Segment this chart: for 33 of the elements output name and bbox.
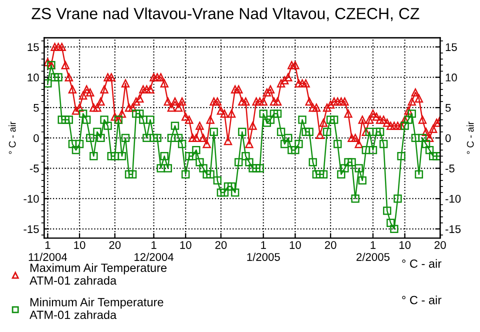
y-tick-label: -15 [24,225,39,234]
x-tick-label: 20 [215,241,227,249]
x-tick-label: 20 [109,241,121,249]
y-tick-label: 10 [28,74,39,82]
y2-tick-label: -15 [446,225,461,234]
y2-tick-label: 5 [445,104,451,112]
y-tick-label: 0 [34,134,39,142]
y-tick-label: 5 [34,104,39,112]
x-tick-label: 1 2/2005 [356,241,390,261]
y-tick-label: -5 [30,164,39,172]
x-tick-label: 1 1/2005 [247,241,280,261]
chart-title: ZS Vrane nad Vltavou-Vrane Nad Vltavou, CZECH, CZ [32,7,420,22]
x-tick-label: 20 [434,241,446,249]
y2-tick-label: 10 [446,74,457,82]
legend-label: Maximum Air Temperature ATM-01 zahrada [30,263,167,285]
x-tick-label: 1 11/2004 [28,241,68,261]
y-tick-label: 15 [28,43,39,52]
x-tick-label: 10 [180,241,192,249]
legend-label: Minimum Air Temperature ATM-01 zahrada [30,298,164,320]
x-tick-label: 10 [290,241,301,249]
y2-tick-label: -5 [446,164,454,172]
y2-tick-label: 0 [445,134,451,142]
y2-axis-title: ° C - air [466,122,474,154]
x-tick-label: 1 12/2004 [134,241,174,261]
x-tick-label: 20 [324,241,336,249]
text: ° C - air [402,296,442,304]
x-tick-label: 10 [399,241,411,249]
text: ° C - air [402,259,442,268]
y-axis-title: ° C - air [8,122,16,154]
y2-tick-label: -10 [446,194,461,203]
y2-tick-label: 15 [446,43,457,52]
y-tick-label: -10 [24,194,39,203]
x-tick-label: 10 [74,241,86,249]
